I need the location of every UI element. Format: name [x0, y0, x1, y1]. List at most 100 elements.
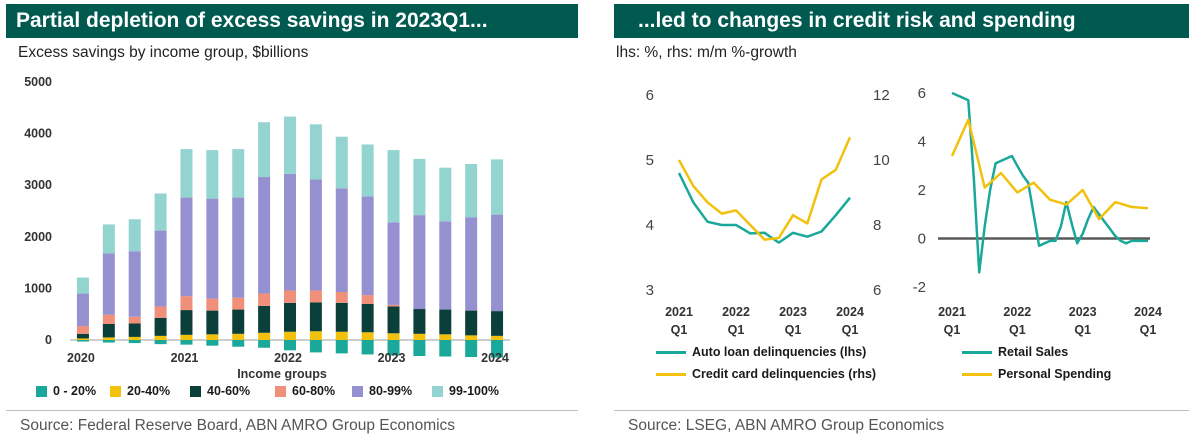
x-tick-year: 2021 [665, 305, 693, 319]
bar-segment [439, 334, 452, 340]
bar-segment [206, 150, 219, 199]
legend-label: 20-40% [127, 384, 171, 398]
bar-segment [387, 306, 400, 334]
bar-segment [76, 277, 89, 294]
legend-swatch [352, 385, 363, 397]
bar-segment [180, 197, 193, 297]
bar-segment [258, 176, 271, 294]
right-title: ...led to changes in credit risk and spe… [614, 4, 1189, 38]
bar-segment [361, 332, 374, 340]
legend-item: 60-80% [275, 384, 335, 398]
series-line [951, 91, 1148, 274]
y-right-tick-label: 12 [873, 87, 890, 104]
bar-segment [465, 310, 478, 336]
bar-segment [154, 340, 167, 345]
bar-segment [102, 253, 115, 315]
bar-segment [335, 188, 348, 293]
bar-segment [284, 340, 296, 351]
series-line [950, 118, 1149, 221]
bar-segment [128, 219, 141, 252]
legend-label: Personal Spending [998, 367, 1112, 381]
x-tick-quarter: Q1 [671, 323, 688, 337]
bar-segment [180, 310, 193, 335]
bar-segment [258, 122, 271, 177]
x-tick-year: 2022 [1003, 305, 1031, 319]
y-tick-label: 5000 [24, 75, 52, 89]
bar-segment [258, 332, 271, 340]
series-line [677, 172, 851, 244]
legend-swatch [275, 385, 286, 397]
legend-item: 0 - 20% [36, 384, 96, 398]
legend-item: Credit card delinquencies (rhs) [656, 367, 876, 381]
bar-segment [309, 302, 322, 332]
right-panel: ...led to changes in credit risk and spe… [608, 0, 1190, 440]
x-tick-quarter: Q1 [728, 323, 745, 337]
bar-segment [102, 314, 115, 325]
left-title: Partial depletion of excess savings in 2… [6, 4, 578, 38]
bar-segment [465, 164, 478, 218]
x-tick-year: 2023 [1069, 305, 1097, 319]
bar-segment [309, 290, 322, 303]
bar-segment [76, 333, 89, 339]
y-right-tick-label: 6 [873, 282, 881, 299]
bar-segment [309, 340, 322, 353]
legend-swatch [110, 385, 121, 397]
y-left-tick-label: 3 [646, 282, 654, 299]
y-left-tick-label: 5 [646, 152, 654, 169]
bar-segment [232, 197, 245, 298]
bar-segment [232, 340, 245, 347]
bar-segment [361, 196, 374, 296]
bar-segment [491, 311, 504, 336]
right-subtitle: lhs: %, rhs: m/m %-growth [616, 44, 797, 61]
bar-segment [76, 338, 89, 340]
bar-segment [102, 340, 115, 343]
x-year-label: 2024 [481, 351, 509, 365]
bar-segment [335, 340, 348, 354]
bar-segment [102, 324, 115, 338]
excess-savings-chart: 0 1000 2000 3000 4000 5000 2020 2021 2022 2023 202… [24, 75, 510, 381]
x-tick-year: 2022 [722, 305, 750, 319]
bar-segment [128, 340, 141, 344]
bar-segment [154, 230, 167, 307]
bar-segment [387, 304, 400, 307]
left-source-rule [6, 410, 578, 411]
bar-segment [154, 317, 167, 336]
x-year-label: 2023 [378, 351, 406, 365]
bar-segment [154, 306, 167, 318]
bar-segment [206, 340, 219, 346]
bar-segment [413, 158, 426, 216]
legend-swatch [962, 350, 992, 354]
legend-item: Personal Spending [962, 367, 1111, 381]
legend-swatch [962, 372, 992, 376]
bar-segment [284, 302, 296, 332]
bar-segment [154, 335, 167, 340]
bar-segment [439, 309, 452, 335]
legend-swatch [432, 385, 443, 397]
y-tick-label: 2000 [24, 230, 52, 244]
legend-label: Retail Sales [998, 345, 1069, 359]
x-axis-label: Income groups [237, 367, 327, 381]
bar-segment [180, 296, 193, 311]
bar-segment [387, 222, 400, 305]
x-tick-quarter: Q1 [1009, 323, 1026, 337]
y-tick-label: 0 [45, 333, 52, 347]
y-tick-label: 4000 [24, 127, 52, 141]
bar-segment [180, 334, 193, 340]
delinquencies-chart: 3 4 5 6 6 8 10 12 2021 Q1 2022 Q1 2023 Q1 2024 Q1 [646, 87, 890, 337]
bar-segment [206, 298, 219, 311]
bar-segment [258, 293, 271, 306]
bar-segment [284, 290, 296, 303]
bar-segment [206, 334, 219, 340]
bar-segment [465, 217, 478, 311]
right-source-rule [614, 410, 1189, 411]
y-right-tick-label: 10 [873, 152, 890, 169]
bar-segment [413, 333, 426, 340]
bar-segment [335, 136, 348, 189]
y-left-tick-label: 4 [646, 217, 654, 234]
bar-segment [439, 221, 452, 310]
x-year-label: 2022 [274, 351, 302, 365]
legend-label: Credit card delinquencies (rhs) [692, 367, 877, 381]
bar-segment [76, 293, 89, 327]
bar-segment [154, 193, 167, 231]
y-right-tick-label: 8 [873, 217, 881, 234]
